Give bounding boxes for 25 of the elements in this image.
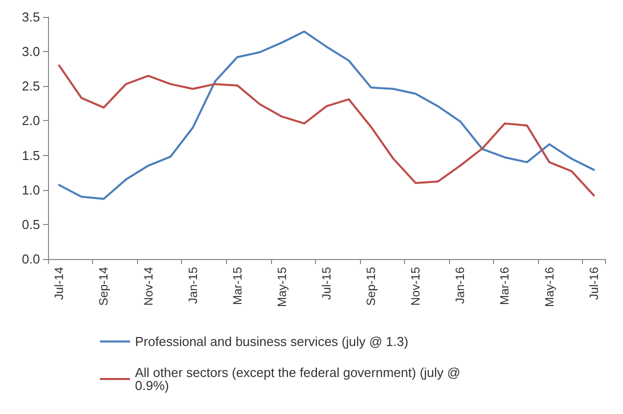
x-tick-label: Jul-14: [52, 266, 66, 300]
y-tick-label: 1.0: [22, 182, 40, 198]
x-tick-label: Sep-14: [96, 266, 111, 306]
y-tick-label: 0.5: [22, 216, 40, 232]
y-tick-label: 0.0: [22, 252, 40, 266]
x-tick-label: Jul-15: [320, 266, 334, 300]
x-tick-label: Sep-15: [364, 266, 378, 306]
legend-label: Professional and business services (july @ 1.3): [135, 334, 408, 349]
x-tick-label: Mar-15: [230, 266, 244, 306]
y-tick-label: 3.0: [22, 44, 40, 60]
y-tick-label: 2.5: [22, 78, 40, 94]
x-tick-label: May-16: [542, 266, 556, 308]
line-series: [58, 64, 595, 196]
x-tick-label: Jan-16: [453, 266, 468, 304]
x-tick-label: Nov-15: [408, 266, 423, 306]
x-tick-label: May-15: [274, 266, 289, 308]
line-series: [58, 30, 595, 200]
y-tick-label: 3.5: [22, 10, 40, 24]
y-tick-label: 2.0: [22, 113, 40, 128]
y-tick-label: 1.5: [22, 148, 40, 163]
x-tick-label: Nov-14: [141, 266, 156, 306]
x-tick-label: Jul-16: [586, 266, 601, 300]
legend-label: All other sectors (except the federal government) (july @ 0.9%): [135, 365, 464, 393]
x-tick-label: Mar-16: [498, 266, 512, 306]
x-tick-label: Jan-15: [186, 266, 200, 304]
